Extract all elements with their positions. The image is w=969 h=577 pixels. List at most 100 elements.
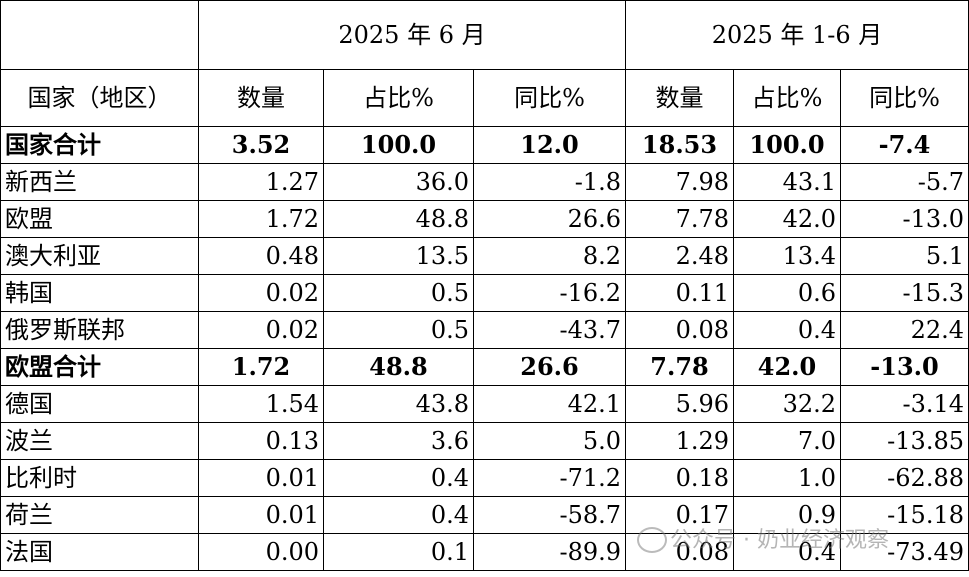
value-cell: 0.1 [323,533,474,571]
data-row: 法国 0.00 0.1 -89.9 0.08 0.4 -73.49 [0,533,969,571]
region-cell: 荷兰 [0,496,199,534]
value-cell: 5.1 [840,237,969,275]
value-cell: 7.78 [625,200,734,238]
value-cell: 0.02 [198,274,324,312]
value-cell: 2.48 [625,237,734,275]
data-row: 波兰 0.13 3.6 5.0 1.29 7.0 -13.85 [0,422,969,460]
period-header: 2025 年 6 月 [198,0,626,70]
region-cell: 新西兰 [0,163,199,201]
value-cell: -58.7 [473,496,626,534]
data-row: 德国 1.54 43.8 42.1 5.96 32.2 -3.14 [0,385,969,423]
value-cell: 5.96 [625,385,734,423]
value-cell: 8.2 [473,237,626,275]
column-header: 同比% [840,69,969,127]
value-cell: -13.85 [840,422,969,460]
value-cell: 13.4 [733,237,841,275]
region-cell: 比利时 [0,459,199,497]
value-cell: 5.0 [473,422,626,460]
value-cell: 32.2 [733,385,841,423]
region-cell: 法国 [0,533,199,571]
value-cell: 43.8 [323,385,474,423]
value-cell: 42.0 [733,200,841,238]
value-cell: 0.5 [323,311,474,349]
value-cell: 100.0 [323,126,474,164]
period-header: 2025 年 1-6 月 [625,0,969,70]
value-cell: -7.4 [840,126,969,164]
region-cell: 俄罗斯联邦 [0,311,199,349]
value-cell: 36.0 [323,163,474,201]
value-cell: 0.18 [625,459,734,497]
value-cell: 1.0 [733,459,841,497]
value-cell: 12.0 [473,126,626,164]
value-cell: 42.1 [473,385,626,423]
data-row: 澳大利亚 0.48 13.5 8.2 2.48 13.4 5.1 [0,237,969,275]
value-cell: -3.14 [840,385,969,423]
value-cell: 0.6 [733,274,841,312]
value-cell: -71.2 [473,459,626,497]
value-cell: -73.49 [840,533,969,571]
value-cell: 48.8 [323,200,474,238]
watermark-icon [637,527,667,553]
value-cell: 0.02 [198,311,324,349]
value-cell: 0.01 [198,496,324,534]
value-cell: 26.6 [473,348,626,386]
value-cell: 0.00 [198,533,324,571]
value-cell: 0.4 [733,311,841,349]
value-cell: -5.7 [840,163,969,201]
value-cell: 100.0 [733,126,841,164]
value-cell: 0.11 [625,274,734,312]
corner-cell [0,0,199,70]
region-cell: 韩国 [0,274,199,312]
value-cell: 0.9 [733,496,841,534]
data-row: 新西兰 1.27 36.0 -1.8 7.98 43.1 -5.7 [0,163,969,201]
watermark: 公众号 · 奶业经济观察 [670,528,889,553]
region-cell: 德国 [0,385,199,423]
value-cell: 1.27 [198,163,324,201]
value-cell: 3.6 [323,422,474,460]
value-cell: 7.98 [625,163,734,201]
column-header: 同比% [473,69,626,127]
value-cell: 1.72 [198,348,324,386]
value-cell: -16.2 [473,274,626,312]
value-cell: 22.4 [840,311,969,349]
column-header: 占比% [323,69,474,127]
value-cell: -13.0 [840,200,969,238]
value-cell: 0.4 [323,496,474,534]
value-cell: 43.1 [733,163,841,201]
column-header: 占比% [733,69,841,127]
value-cell: 0.5 [323,274,474,312]
value-cell: 48.8 [323,348,474,386]
total-row: 欧盟合计 1.72 48.8 26.6 7.78 42.0 -13.0 [0,348,969,386]
value-cell: 0.48 [198,237,324,275]
value-cell: 7.0 [733,422,841,460]
value-cell: -1.8 [473,163,626,201]
value-cell: -62.88 [840,459,969,497]
value-cell: 7.78 [625,348,734,386]
data-row: 俄罗斯联邦 0.02 0.5 -43.7 0.08 0.4 22.4 [0,311,969,349]
value-cell: 0.01 [198,459,324,497]
value-cell: 18.53 [625,126,734,164]
value-cell: 0.08 [625,311,734,349]
region-cell: 欧盟合计 [0,348,199,386]
total-row: 国家合计 3.52 100.0 12.0 18.53 100.0 -7.4 [0,126,969,164]
region-cell: 欧盟 [0,200,199,238]
value-cell: 1.29 [625,422,734,460]
value-cell: -15.3 [840,274,969,312]
data-row: 比利时 0.01 0.4 -71.2 0.18 1.0 -62.88 [0,459,969,497]
column-header: 数量 [625,69,734,127]
region-cell: 波兰 [0,422,199,460]
region-cell: 国家合计 [0,126,199,164]
data-row: 韩国 0.02 0.5 -16.2 0.11 0.6 -15.3 [0,274,969,312]
value-cell: -43.7 [473,311,626,349]
value-cell: -13.0 [840,348,969,386]
data-row: 欧盟 1.72 48.8 26.6 7.78 42.0 -13.0 [0,200,969,238]
value-cell: 0.4 [323,459,474,497]
value-cell: 0.13 [198,422,324,460]
value-cell: 13.5 [323,237,474,275]
value-cell: 26.6 [473,200,626,238]
column-header: 国家（地区） [0,69,199,127]
value-cell: 1.54 [198,385,324,423]
header-row: 2025 年 6 月 2025 年 1-6 月 [0,0,969,70]
